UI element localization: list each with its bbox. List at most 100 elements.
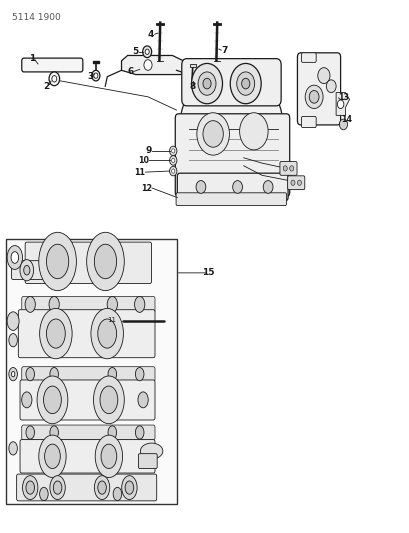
Ellipse shape xyxy=(53,481,62,494)
Ellipse shape xyxy=(180,74,282,167)
Ellipse shape xyxy=(11,372,15,377)
Text: 2: 2 xyxy=(43,82,49,91)
Ellipse shape xyxy=(135,368,144,381)
Polygon shape xyxy=(121,55,186,75)
Ellipse shape xyxy=(50,475,65,499)
Ellipse shape xyxy=(94,475,110,499)
Ellipse shape xyxy=(95,435,122,478)
Ellipse shape xyxy=(20,260,34,281)
Circle shape xyxy=(230,63,261,104)
Ellipse shape xyxy=(9,442,17,455)
Ellipse shape xyxy=(46,319,65,348)
Bar xyxy=(93,61,99,63)
Ellipse shape xyxy=(108,368,116,381)
Circle shape xyxy=(297,180,301,185)
FancyBboxPatch shape xyxy=(22,425,155,440)
Ellipse shape xyxy=(97,481,106,494)
Bar xyxy=(6,239,177,504)
FancyBboxPatch shape xyxy=(22,58,83,72)
Text: 6: 6 xyxy=(128,67,134,76)
Ellipse shape xyxy=(86,232,124,290)
FancyBboxPatch shape xyxy=(279,161,296,175)
Text: 11: 11 xyxy=(106,317,115,324)
Circle shape xyxy=(337,100,343,109)
Text: 10: 10 xyxy=(138,156,149,165)
Circle shape xyxy=(290,180,294,185)
Ellipse shape xyxy=(39,435,66,478)
Circle shape xyxy=(191,63,222,104)
FancyBboxPatch shape xyxy=(177,173,288,201)
Ellipse shape xyxy=(26,426,34,439)
Circle shape xyxy=(171,169,175,173)
FancyBboxPatch shape xyxy=(11,261,45,279)
Circle shape xyxy=(145,49,149,54)
Text: 5: 5 xyxy=(133,47,139,56)
Ellipse shape xyxy=(121,475,137,499)
Ellipse shape xyxy=(50,426,58,439)
Ellipse shape xyxy=(134,296,144,312)
Ellipse shape xyxy=(25,296,35,312)
Circle shape xyxy=(317,68,329,84)
Text: 15: 15 xyxy=(202,268,214,277)
Ellipse shape xyxy=(97,319,116,348)
Ellipse shape xyxy=(138,392,148,408)
Text: 12: 12 xyxy=(140,183,152,192)
Circle shape xyxy=(196,113,229,155)
Ellipse shape xyxy=(11,252,18,263)
Circle shape xyxy=(144,60,152,70)
Ellipse shape xyxy=(40,309,72,359)
FancyBboxPatch shape xyxy=(297,53,340,125)
Ellipse shape xyxy=(45,444,60,469)
FancyBboxPatch shape xyxy=(175,114,289,197)
Circle shape xyxy=(92,70,100,81)
Circle shape xyxy=(171,149,175,153)
Circle shape xyxy=(169,166,176,176)
Circle shape xyxy=(239,113,267,150)
Circle shape xyxy=(169,146,176,156)
Ellipse shape xyxy=(9,334,17,347)
Ellipse shape xyxy=(43,386,61,414)
Circle shape xyxy=(326,80,335,93)
Ellipse shape xyxy=(140,443,162,459)
Circle shape xyxy=(263,181,272,193)
Circle shape xyxy=(94,73,98,78)
Ellipse shape xyxy=(107,296,117,312)
Text: 3: 3 xyxy=(87,72,93,81)
FancyBboxPatch shape xyxy=(17,474,156,501)
Ellipse shape xyxy=(91,309,123,359)
Ellipse shape xyxy=(125,481,133,494)
FancyBboxPatch shape xyxy=(18,310,155,358)
Text: 5114 1900: 5114 1900 xyxy=(11,13,60,22)
Circle shape xyxy=(339,119,347,130)
Text: 7: 7 xyxy=(221,46,227,55)
Circle shape xyxy=(283,166,287,171)
Ellipse shape xyxy=(94,244,116,279)
FancyBboxPatch shape xyxy=(20,440,155,473)
Circle shape xyxy=(241,78,249,89)
Ellipse shape xyxy=(26,481,34,494)
Ellipse shape xyxy=(101,444,117,469)
Ellipse shape xyxy=(39,232,76,290)
Polygon shape xyxy=(335,93,349,115)
Circle shape xyxy=(236,72,254,95)
Ellipse shape xyxy=(100,386,117,414)
Text: 1: 1 xyxy=(29,54,35,62)
FancyBboxPatch shape xyxy=(301,53,315,62)
FancyBboxPatch shape xyxy=(20,380,155,420)
Circle shape xyxy=(202,78,211,89)
FancyBboxPatch shape xyxy=(22,367,155,382)
Text: 13: 13 xyxy=(337,93,348,102)
FancyBboxPatch shape xyxy=(138,454,157,469)
Text: 9: 9 xyxy=(145,147,152,156)
Circle shape xyxy=(49,72,59,86)
FancyBboxPatch shape xyxy=(25,242,151,284)
Circle shape xyxy=(171,158,175,163)
Ellipse shape xyxy=(113,487,121,500)
Ellipse shape xyxy=(40,487,48,500)
Ellipse shape xyxy=(26,368,34,381)
Circle shape xyxy=(142,46,151,58)
Text: 11: 11 xyxy=(134,167,145,176)
Ellipse shape xyxy=(7,312,19,330)
Ellipse shape xyxy=(9,368,17,381)
Ellipse shape xyxy=(50,368,58,381)
